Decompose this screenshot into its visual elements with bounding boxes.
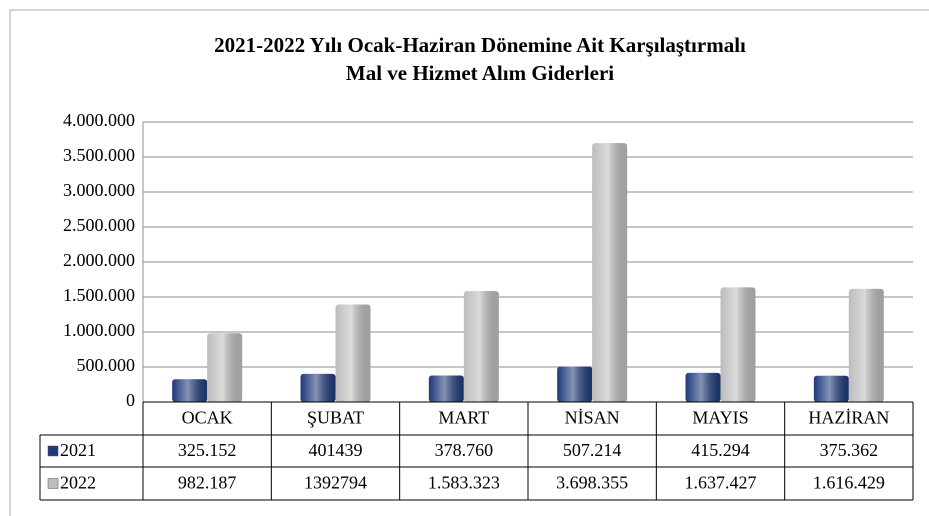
y-tick-label: 3.000.000 [63,180,135,200]
y-tick-label: 3.500.000 [63,145,135,165]
bar-shine [685,372,721,402]
bar-shine [848,288,884,402]
x-tick-label: MART [438,408,489,428]
bar-shine [335,304,371,402]
table-value: 325.152 [178,440,237,460]
x-tick-label: MAYIS [692,408,748,428]
bar-shine [592,143,628,402]
table-value: 507.214 [563,440,622,460]
legend-label: 2022 [60,473,96,493]
bar-shine [207,333,243,402]
y-tick-label: 1.500.000 [63,285,135,305]
legend-marker [47,478,59,489]
table-value: 1.616.429 [813,473,885,493]
bar-shine [172,379,208,402]
y-tick-label: 500.000 [77,355,136,375]
table-value: 415.294 [691,440,750,460]
x-tick-label: ŞUBAT [307,408,364,428]
bar-shine [557,366,593,402]
bar-shine [813,375,849,402]
y-tick-label: 4.000.000 [63,110,135,130]
legend-marker [47,445,59,457]
legend-label: 2021 [60,440,96,460]
table-value: 3.698.355 [556,473,628,493]
table-value: 1.637.427 [685,473,757,493]
bar-shine [463,291,499,402]
bar-shine [300,373,336,402]
table-value: 401439 [309,440,363,460]
bar-shine [428,375,464,402]
x-tick-label: HAZİRAN [808,408,889,428]
table-value: 375.362 [820,440,879,460]
table-value: 1.583.323 [428,473,500,493]
x-tick-label: OCAK [182,408,233,428]
table-value: 1392794 [304,473,367,493]
bar-shine [720,287,756,402]
x-tick-label: NİSAN [565,408,620,428]
chart-title: Mal ve Hizmet Alım Giderleri [346,61,614,85]
y-tick-label: 2.000.000 [63,250,135,270]
y-tick-label: 1.000.000 [63,320,135,340]
table-value: 982.187 [178,473,237,493]
y-tick-label: 0 [126,390,135,410]
table-value: 378.760 [435,440,494,460]
chart-title: 2021-2022 Yılı Ocak-Haziran Dönemine Ait… [214,33,746,57]
y-tick-label: 2.500.000 [63,215,135,235]
